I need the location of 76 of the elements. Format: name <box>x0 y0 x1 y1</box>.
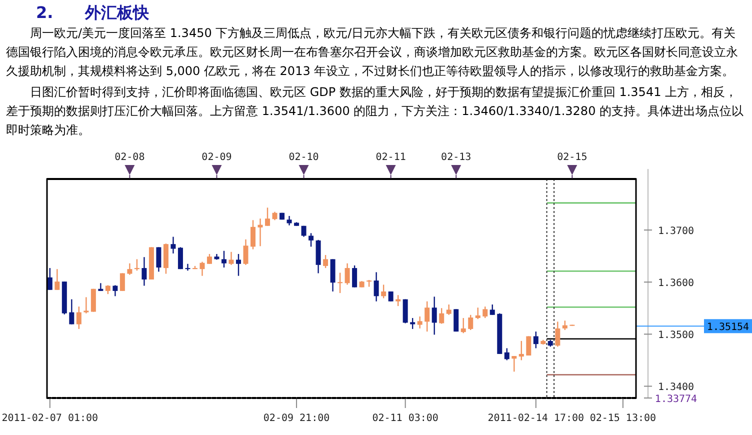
candlestick <box>454 308 459 332</box>
candlestick <box>439 308 444 324</box>
candlestick <box>308 232 314 248</box>
candlestick <box>98 282 104 292</box>
x-tick-label: 2011-02-14 17:00 <box>488 413 584 424</box>
candlestick <box>250 220 256 250</box>
candlestick <box>555 321 560 348</box>
candlestick <box>156 246 162 272</box>
candlestick <box>69 298 74 325</box>
candlestick <box>330 258 336 292</box>
candlestick <box>243 238 248 266</box>
candlestick <box>468 314 474 331</box>
candlestick <box>258 218 263 247</box>
x-tick-label: 02-09 21:00 <box>263 413 330 424</box>
ref-line-label: 1.35154 <box>706 322 750 334</box>
candlestick <box>134 258 140 272</box>
candlestick <box>417 316 422 330</box>
x-tick-label: 02-10 <box>288 152 319 163</box>
candlestick <box>512 355 517 372</box>
candlestick <box>460 317 466 334</box>
x-tick-label: 02-15 <box>557 152 588 163</box>
candlestick <box>533 330 538 349</box>
candlestick <box>84 296 89 314</box>
candlestick <box>120 272 125 292</box>
y-tick-label: 1.3400 <box>658 382 694 394</box>
candlestick <box>200 261 205 276</box>
candlestick <box>112 284 118 297</box>
candlestick <box>410 317 416 330</box>
candlestick <box>518 340 524 361</box>
x-tick-label: 02-11 03:00 <box>372 413 438 424</box>
y-tick-label: 1.3500 <box>658 330 694 342</box>
candlestick <box>526 336 532 356</box>
candlestick <box>142 256 147 286</box>
y-tick-label: 1.3600 <box>658 278 694 290</box>
candlestick <box>424 300 430 332</box>
candlestick <box>265 207 270 226</box>
candlestick <box>396 294 401 307</box>
y-tick-label: 1.3700 <box>658 226 694 238</box>
candlestick <box>504 348 510 361</box>
candlestick <box>432 296 437 336</box>
candlestick <box>446 304 452 316</box>
candlestick <box>482 306 488 319</box>
candlestick <box>352 264 358 288</box>
x-tick-label: 2011-02-07 01:00 <box>2 413 98 424</box>
candlestick <box>475 307 480 320</box>
chart-title: 2. 外汇板快 <box>36 2 150 24</box>
x-tick-label: 02-15 13:00 <box>590 413 656 424</box>
text: 周一欧元/美元一度回落至 1.3450 下方触及三周低点，欧元/日元亦大幅下跌，有关欧元区债务和银行问题的忧虑继续打压欧元。有关德国银行陷入困境的消息令欧元承压。欧元区财长周一在布鲁塞尔召开会议，商谈增加欧元区救助基金的方案。欧元区各国财长同意设立永久援助机制，其规模料将达到 5,000 亿欧元，将在 2013 年设立，不过财长们也正等待欧盟领导人的指示，以修改现行的救助基金方案。 <box>6 25 739 80</box>
candlestick <box>381 284 386 299</box>
candlestick <box>54 268 60 291</box>
candlestick <box>374 272 379 302</box>
x-tick-label: 02-13 <box>441 152 472 163</box>
candlestick <box>228 251 234 266</box>
candlestick <box>163 242 168 274</box>
candlestick <box>185 263 190 272</box>
candlestick <box>338 272 343 294</box>
candlestick <box>178 246 183 270</box>
candlestick <box>490 304 495 316</box>
candlestick <box>47 267 52 291</box>
candlestick <box>90 288 96 312</box>
candlestick <box>402 298 408 324</box>
candlestick <box>562 320 568 331</box>
candlestick <box>344 262 350 286</box>
y-tick-label: 1.33774 <box>654 394 698 405</box>
candlestick <box>286 215 292 226</box>
candlestick <box>221 250 226 268</box>
candlestick <box>170 236 176 254</box>
candlestick <box>236 253 241 276</box>
x-tick-label: 02-11 <box>376 152 406 163</box>
text: 日图汇价暂时得到支持，汇价即将面临德国、欧元区 GDP 数据的重大风险，好于预期的数据有望提振汇价重回 1.3541 上方，相反，差于预期的数据则打压汇价大幅回落。上方留意 1.3541/1.3600 的阻力，下方关注：1.3460/1.3340/1.3280 的支持。具体进出场点位以即时策略为准。 <box>6 84 744 139</box>
candlestick <box>76 306 82 330</box>
x-tick-label: 02-09 <box>202 152 232 163</box>
candlestick <box>206 253 212 264</box>
candlestick <box>323 254 328 269</box>
candlestick <box>127 262 132 276</box>
x-tick-label: 02-08 <box>114 152 145 163</box>
